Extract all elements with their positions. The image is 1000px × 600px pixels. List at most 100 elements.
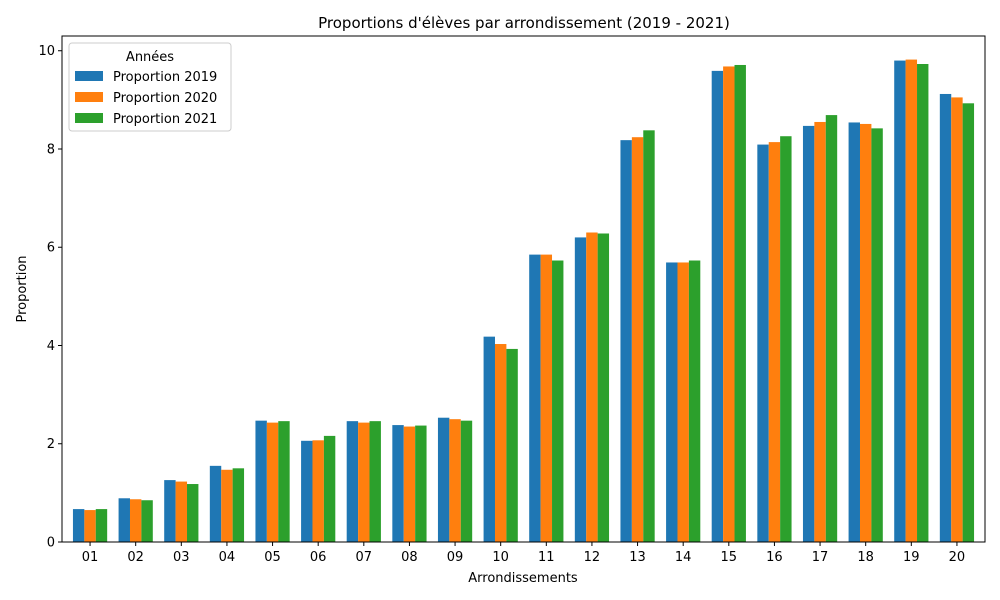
x-tick-label: 14: [675, 550, 692, 565]
bar-07-series-1: [346, 421, 359, 542]
x-tick-label: 07: [356, 550, 373, 565]
x-tick-label: 17: [812, 550, 829, 565]
bar-19-series-3: [917, 64, 929, 542]
y-tick-label: 0: [47, 536, 55, 551]
bar-04-series-3: [232, 468, 245, 542]
x-tick-label: 06: [310, 550, 327, 565]
legend-swatch: [75, 71, 103, 81]
bar-20-series-3: [962, 103, 975, 543]
bar-01-series-3: [95, 509, 108, 542]
x-tick-label: 16: [766, 550, 783, 565]
bar-01-series-2: [84, 510, 96, 542]
bar-19-series-1: [894, 60, 906, 543]
bar-15-series-2: [723, 66, 735, 543]
bar-14-series-3: [688, 260, 701, 542]
bar-08-series-2: [403, 426, 416, 542]
bar-12-series-3: [597, 233, 610, 543]
bar-17-series-2: [814, 121, 826, 542]
legend-title: Années: [126, 50, 174, 65]
x-axis-ticks: 01 02 03 04 05 06 07 08 09 10 11 12 13 14 15 16 17 18 19 20: [82, 542, 965, 565]
x-tick-label: 20: [949, 550, 966, 565]
bar-18-series-1: [848, 122, 860, 543]
x-tick-label: 03: [173, 550, 190, 565]
bar-08-series-1: [392, 425, 404, 542]
bar-02-series-2: [129, 499, 142, 542]
legend-frame: [68, 42, 232, 132]
bar-14-series-1: [666, 262, 678, 542]
bar-18-series-3: [871, 128, 883, 543]
bar-20-series-2: [951, 97, 963, 542]
bar-04-series-2: [221, 469, 233, 542]
bar-18-series-2: [859, 123, 872, 542]
chart-title: Proportions d'élèves par arrondissement …: [318, 14, 730, 32]
bar-08-series-3: [415, 425, 427, 542]
x-tick-label: 12: [584, 550, 601, 565]
bar-16-series-3: [780, 136, 792, 542]
bar-10-series-2: [494, 344, 507, 542]
bar-15-series-1: [711, 70, 724, 542]
bar-01-series-1: [72, 509, 85, 542]
bar-19-series-2: [905, 59, 918, 542]
legend-swatch: [75, 92, 103, 102]
bar-11-series-2: [540, 254, 553, 543]
bar-09-series-2: [449, 419, 461, 542]
legend-swatch: [75, 113, 103, 123]
bar-16-series-2: [768, 142, 781, 543]
bar-02-series-3: [141, 500, 153, 542]
bar-11-series-1: [529, 254, 541, 543]
bar-13-series-1: [620, 140, 632, 542]
bar-15-series-3: [734, 64, 746, 542]
bar-13-series-3: [643, 130, 655, 542]
legend-label: Proportion 2020: [113, 91, 217, 106]
x-tick-label: 09: [447, 550, 464, 565]
bar-07-series-3: [369, 421, 381, 542]
bar-02-series-1: [118, 498, 130, 542]
legend-label: Proportion 2019: [113, 70, 217, 85]
legend-label: Proportion 2021: [113, 112, 217, 127]
x-tick-label: 15: [721, 550, 738, 565]
x-tick-label: 19: [903, 550, 920, 565]
bar-20-series-1: [939, 93, 952, 542]
bar-16-series-1: [757, 144, 769, 542]
bar-17-series-1: [802, 125, 815, 543]
bar-05-series-1: [255, 420, 267, 542]
legend-items: Proportion 2019 Proportion 2020 Proportion…: [75, 70, 217, 127]
y-tick-label: 6: [47, 241, 55, 256]
bar-17-series-3: [825, 115, 838, 542]
bar-12-series-1: [574, 237, 587, 543]
bar-11-series-3: [552, 260, 564, 542]
bar-12-series-2: [586, 232, 598, 542]
bar-10-series-3: [506, 348, 518, 542]
x-axis-label: Arrondissements: [468, 571, 578, 586]
y-tick-label: 4: [47, 339, 55, 354]
bar-14-series-2: [677, 262, 689, 542]
plot-frame: [61, 35, 986, 543]
bar-10-series-1: [483, 336, 495, 542]
x-tick-label: 08: [401, 550, 418, 565]
x-tick-label: 02: [127, 550, 144, 565]
y-tick-label: 2: [47, 437, 55, 452]
bar-07-series-2: [358, 422, 370, 542]
bar-05-series-3: [278, 421, 290, 542]
bars-group: [72, 59, 975, 543]
bar-03-series-1: [164, 480, 176, 542]
bar-06-series-3: [323, 435, 336, 542]
bar-09-series-3: [460, 420, 473, 542]
x-tick-label: 05: [264, 550, 281, 565]
y-axis-ticks: 0 2 4 6 8 10: [38, 44, 62, 551]
bar-04-series-1: [209, 465, 222, 542]
bar-06-series-2: [312, 440, 324, 542]
x-tick-label: 11: [538, 550, 555, 565]
bar-03-series-2: [175, 481, 188, 542]
bar-13-series-2: [631, 137, 644, 542]
bar-06-series-1: [301, 440, 313, 542]
y-axis-label: Proportion: [15, 255, 30, 322]
x-tick-label: 10: [492, 550, 509, 565]
x-tick-label: 01: [82, 550, 99, 565]
x-tick-label: 13: [629, 550, 646, 565]
x-tick-label: 04: [219, 550, 236, 565]
bar-03-series-3: [187, 484, 199, 542]
bar-09-series-1: [437, 417, 450, 542]
